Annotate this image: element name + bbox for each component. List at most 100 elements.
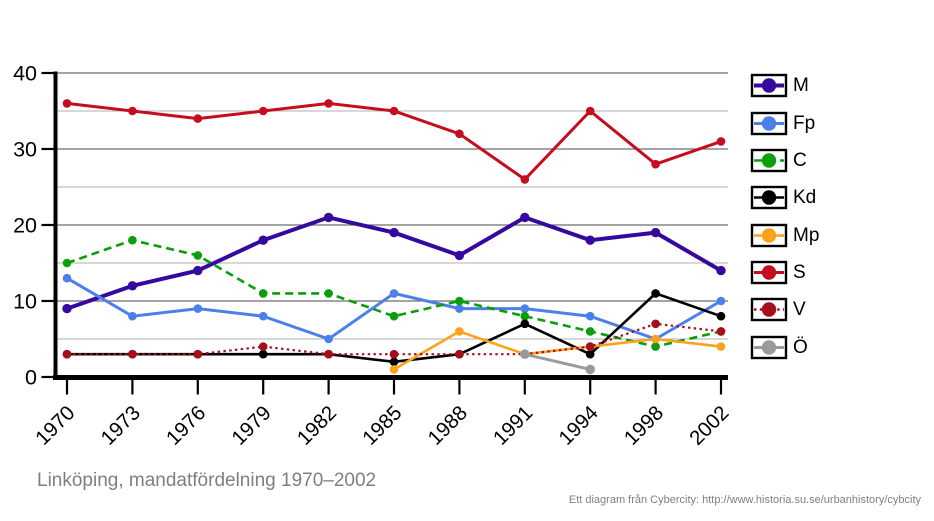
point-Fp-1985 bbox=[389, 289, 399, 298]
x-tick-label: 1991 bbox=[489, 401, 538, 450]
point-S-1970 bbox=[62, 99, 72, 108]
point-Fp-1988 bbox=[455, 304, 464, 313]
point-M-1988 bbox=[454, 250, 465, 261]
legend-marker-C bbox=[761, 153, 777, 168]
point-S-1976 bbox=[193, 114, 203, 123]
legend-label-C: C bbox=[793, 149, 807, 171]
point-V-1970 bbox=[62, 349, 72, 359]
legend-swatch-Mp bbox=[750, 223, 788, 247]
legend-label-Fp: Fp bbox=[793, 112, 816, 134]
x-tick-label: 1988 bbox=[423, 401, 472, 450]
legend-label-Mp: Mp bbox=[793, 224, 820, 246]
point-M-1991 bbox=[520, 212, 530, 223]
point-V-1982 bbox=[324, 349, 333, 359]
series-Mp bbox=[389, 327, 726, 374]
legend-marker-S bbox=[761, 265, 777, 280]
point-Mp-2002 bbox=[716, 342, 726, 351]
point-Kd-1994 bbox=[585, 349, 595, 359]
point-Fp-1970 bbox=[62, 273, 72, 283]
point-M-1976 bbox=[193, 265, 203, 276]
series-Ö bbox=[520, 349, 595, 375]
point-V-2002 bbox=[716, 327, 726, 336]
point-V-1998 bbox=[651, 319, 660, 329]
legend-item-Mp: Mp bbox=[750, 216, 819, 253]
series-M bbox=[62, 212, 726, 314]
x-tick-label: 1979 bbox=[227, 401, 276, 450]
series-S bbox=[62, 99, 726, 184]
point-M-1979 bbox=[258, 235, 268, 245]
point-Fp-1994 bbox=[585, 311, 595, 321]
series-line-Mp bbox=[393, 329, 722, 371]
chart-legend: M Fp C Kd Mp S V Ö bbox=[750, 67, 819, 366]
legend-marker-Kd bbox=[761, 190, 777, 205]
y-tick-label: 20 bbox=[13, 214, 37, 238]
point-M-1970 bbox=[62, 303, 72, 314]
y-tick-label: 10 bbox=[13, 290, 37, 314]
legend-swatch-Kd bbox=[750, 186, 788, 210]
legend-marker-V bbox=[761, 302, 777, 317]
legend-item-C: C bbox=[750, 142, 819, 179]
x-tick-label: 1998 bbox=[620, 401, 669, 450]
point-Fp-1982 bbox=[324, 334, 333, 344]
point-C-1998 bbox=[651, 342, 660, 351]
x-tick-label: 1973 bbox=[96, 401, 145, 450]
point-Fp-2002 bbox=[716, 296, 726, 306]
point-S-1985 bbox=[389, 106, 399, 116]
point-M-1985 bbox=[389, 227, 399, 238]
point-S-1994 bbox=[585, 106, 595, 116]
point-C-1973 bbox=[128, 235, 137, 245]
legend-item-Fp: Fp bbox=[750, 104, 819, 141]
point-Kd-1985 bbox=[389, 357, 399, 367]
legend-swatch-C bbox=[750, 148, 788, 173]
legend-marker-Fp bbox=[761, 115, 777, 131]
point-Kd-2002 bbox=[716, 311, 726, 321]
point-C-1970 bbox=[62, 258, 72, 268]
point-Fp-1991 bbox=[520, 304, 530, 313]
point-C-1985 bbox=[389, 311, 399, 321]
point-M-1982 bbox=[323, 212, 334, 223]
point-V-1976 bbox=[193, 349, 203, 359]
legend-swatch-S bbox=[750, 260, 788, 285]
point-M-1973 bbox=[127, 281, 138, 291]
x-tick-label: 1970 bbox=[31, 401, 80, 450]
point-S-1979 bbox=[258, 106, 268, 116]
legend-swatch-Ö bbox=[750, 335, 788, 359]
point-Kd-1979 bbox=[258, 349, 268, 359]
point-C-1982 bbox=[324, 289, 333, 298]
point-V-1988 bbox=[455, 349, 464, 359]
point-Kd-1991 bbox=[520, 319, 530, 329]
legend-item-V: V bbox=[750, 291, 819, 328]
x-tick-label: 1976 bbox=[162, 401, 211, 450]
legend-item-Kd: Kd bbox=[750, 179, 819, 216]
point-Fp-1973 bbox=[128, 311, 137, 321]
point-Fp-1976 bbox=[193, 304, 203, 313]
point-C-1976 bbox=[193, 251, 203, 260]
point-S-1991 bbox=[520, 175, 530, 184]
chart-title: Linköping, mandatfördelning 1970–2002 bbox=[37, 470, 377, 491]
legend-label-Kd: Kd bbox=[793, 187, 817, 209]
point-Mp-1998 bbox=[651, 334, 660, 344]
legend-item-S: S bbox=[750, 254, 819, 291]
gridlines bbox=[54, 72, 728, 340]
point-S-2002 bbox=[716, 137, 726, 146]
point-S-1982 bbox=[324, 99, 333, 108]
legend-label-M: M bbox=[793, 75, 809, 97]
y-tick-label: 0 bbox=[25, 366, 37, 390]
x-tick-label: 1994 bbox=[554, 401, 603, 450]
point-V-1979 bbox=[258, 342, 268, 351]
point-Mp-1988 bbox=[455, 327, 464, 336]
legend-label-V: V bbox=[793, 299, 806, 321]
legend-swatch-M bbox=[750, 73, 788, 98]
axes: 0 10 20 30 40 1970 1973 1976 1979 1982 1985 1988 199… bbox=[13, 62, 733, 450]
point-M-1998 bbox=[650, 227, 661, 238]
point-V-1973 bbox=[128, 349, 137, 359]
legend-marker-Ö bbox=[761, 339, 777, 355]
legend-item-Ö: Ö bbox=[750, 328, 819, 365]
point-Ö-1991 bbox=[520, 349, 530, 360]
point-Fp-1979 bbox=[258, 311, 268, 321]
point-Mp-1985 bbox=[389, 365, 399, 374]
x-tick-label: 1982 bbox=[293, 401, 342, 450]
point-V-1994 bbox=[585, 342, 595, 351]
